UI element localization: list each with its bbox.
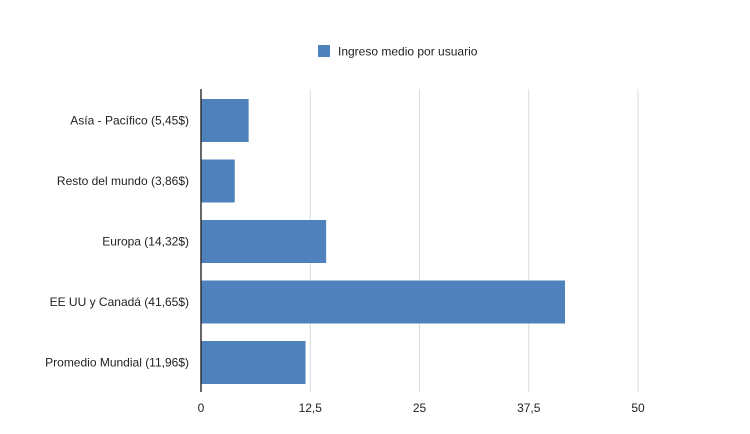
- bar: [201, 159, 235, 203]
- legend-label: Ingreso medio por usuario: [338, 45, 478, 59]
- legend-swatch: [318, 45, 330, 57]
- bars: [201, 99, 566, 384]
- category-label: Asía - Pacífico (5,45$): [70, 114, 189, 128]
- gridlines: [309, 89, 639, 392]
- bar: [201, 341, 306, 384]
- category-label: EE UU y Canadá (41,65$): [50, 295, 189, 309]
- bar: [201, 220, 327, 263]
- x-tick-label: 25: [413, 401, 427, 415]
- category-label: Resto del mundo (3,86$): [57, 174, 189, 188]
- category-label: Europa (14,32$): [102, 235, 189, 249]
- x-tick-label: 0: [198, 401, 205, 415]
- x-tick-label: 50: [631, 401, 645, 415]
- legend: Ingreso medio por usuario: [318, 45, 478, 59]
- x-tick-label: 12,5: [299, 401, 323, 415]
- bar: [201, 99, 249, 142]
- x-tick-label: 37,5: [517, 401, 541, 415]
- labels: Asía - Pacífico (5,45$) Resto del mundo (…: [45, 114, 645, 416]
- category-label: Promedio Mundial (11,96$): [45, 356, 189, 370]
- bar: [201, 280, 566, 324]
